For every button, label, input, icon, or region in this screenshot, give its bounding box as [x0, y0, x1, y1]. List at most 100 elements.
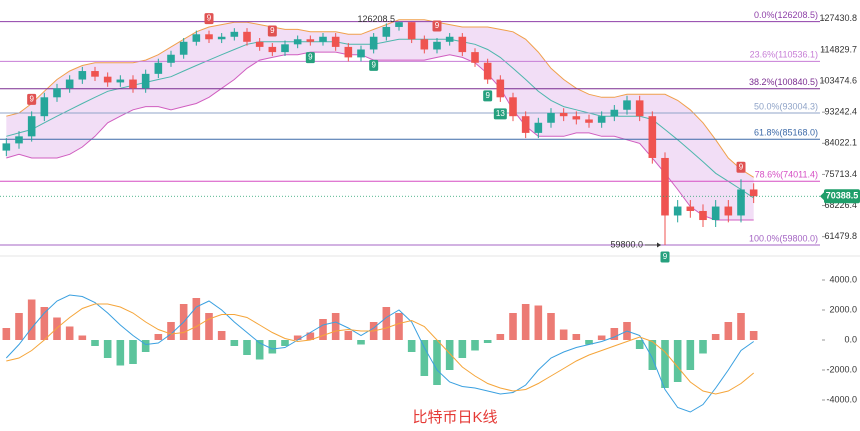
candle-body — [724, 206, 733, 216]
level-label: 50.0%(93004.3) — [754, 101, 818, 111]
macd-bar — [559, 329, 568, 340]
candle-body — [167, 54, 175, 63]
band-lower — [6, 51, 754, 221]
macd-bar — [15, 313, 23, 340]
candle-body — [471, 52, 479, 63]
candle-body — [40, 97, 49, 117]
y-tick-label: 4000.0 — [829, 274, 857, 284]
y-tick-label: 68226.4 — [824, 200, 857, 210]
band-fill — [6, 19, 754, 220]
macd-bar — [699, 340, 707, 354]
macd-bar — [572, 334, 581, 340]
candle-body — [534, 122, 543, 133]
candle-body — [597, 116, 606, 123]
td-mark-label: 9 — [485, 91, 490, 100]
macd-bar — [91, 340, 99, 346]
level-label: 23.6%(110536.1) — [750, 50, 818, 60]
td-mark-label: 9 — [270, 26, 275, 35]
last-price-pointer — [820, 192, 824, 201]
macd-bar — [116, 340, 125, 366]
candle-body — [217, 36, 226, 40]
macd-bar — [167, 322, 175, 340]
macd-bar — [243, 340, 251, 355]
candle-body — [116, 79, 125, 83]
macd-bar — [65, 326, 74, 340]
macd-bar — [509, 313, 517, 340]
candle-body — [344, 46, 353, 58]
last-price-box — [824, 189, 860, 204]
macd-bar — [635, 340, 644, 349]
candle-body — [749, 189, 758, 197]
candle-body — [306, 39, 315, 42]
y-tick-label: 103474.6 — [819, 75, 857, 85]
macd-bar — [103, 340, 112, 358]
macd-bar — [724, 322, 733, 340]
y-tick-label: 61479.8 — [824, 231, 857, 241]
candle-body — [458, 36, 467, 53]
macd-bar — [382, 307, 391, 340]
td-mark-box — [736, 161, 746, 173]
y-tick-label: 2000.0 — [829, 304, 857, 314]
high-annotation: 126208.5 — [357, 14, 395, 24]
level-label: 100.0%(59800.0) — [749, 233, 818, 243]
candle-body — [255, 41, 264, 47]
candle-body — [521, 116, 530, 133]
candle-body — [420, 39, 429, 50]
td-mark-box — [305, 52, 315, 64]
macd-bar — [395, 313, 403, 340]
low-annotation: 59800.0 — [610, 239, 643, 249]
candle-body — [572, 116, 581, 120]
candle-body — [91, 71, 99, 77]
td-mark-label: 9 — [739, 162, 744, 171]
macd-bar — [53, 317, 61, 340]
td-mark-label: 9 — [435, 21, 440, 30]
macd-bar — [496, 334, 505, 340]
macd-bar — [407, 340, 416, 352]
macd-bar — [40, 307, 49, 340]
macd-bar — [648, 340, 657, 370]
macd-bar — [749, 331, 758, 340]
macd-line — [5, 294, 754, 413]
macd-bar — [547, 313, 555, 340]
td-mark-box — [432, 20, 442, 32]
macd-bar — [445, 340, 454, 370]
candle-body — [635, 100, 644, 117]
macd-bar — [293, 335, 302, 340]
candle-body — [319, 36, 327, 42]
macd-bar — [534, 305, 543, 340]
macd-bar — [331, 313, 340, 340]
td-mark-box — [204, 13, 214, 25]
td-mark-label: 9 — [29, 94, 34, 103]
candle-body — [395, 22, 403, 27]
candle-body — [686, 206, 695, 211]
td-mark-label: 9 — [371, 61, 376, 70]
macd-bar — [192, 298, 201, 340]
candle-body — [661, 157, 669, 216]
candle-body — [623, 100, 631, 110]
macd-bar — [205, 313, 213, 340]
candle-body — [281, 44, 289, 53]
macd-bar — [420, 340, 429, 376]
y-tick-label: 75713.4 — [824, 169, 857, 179]
band-upper — [6, 19, 754, 178]
candle-body — [2, 143, 11, 151]
candle-body — [293, 39, 302, 45]
low-arrow-head — [657, 242, 661, 248]
candle-body — [559, 112, 568, 117]
macd-bar — [711, 334, 720, 340]
candle-body — [737, 189, 745, 216]
candle-body — [496, 79, 505, 98]
candle-body — [268, 46, 277, 53]
y-tick-label: 127430.8 — [819, 13, 857, 23]
candle-body — [192, 34, 201, 42]
candle-body — [53, 88, 61, 98]
macd-bar — [597, 335, 606, 340]
macd-bar — [458, 340, 467, 358]
macd-bar — [255, 340, 264, 360]
y-tick-label: 114829.7 — [820, 44, 857, 54]
candle-body — [585, 119, 593, 123]
candle-body — [243, 31, 251, 42]
macd-bar — [344, 331, 353, 340]
y-tick-label: 0.0 — [844, 334, 857, 344]
